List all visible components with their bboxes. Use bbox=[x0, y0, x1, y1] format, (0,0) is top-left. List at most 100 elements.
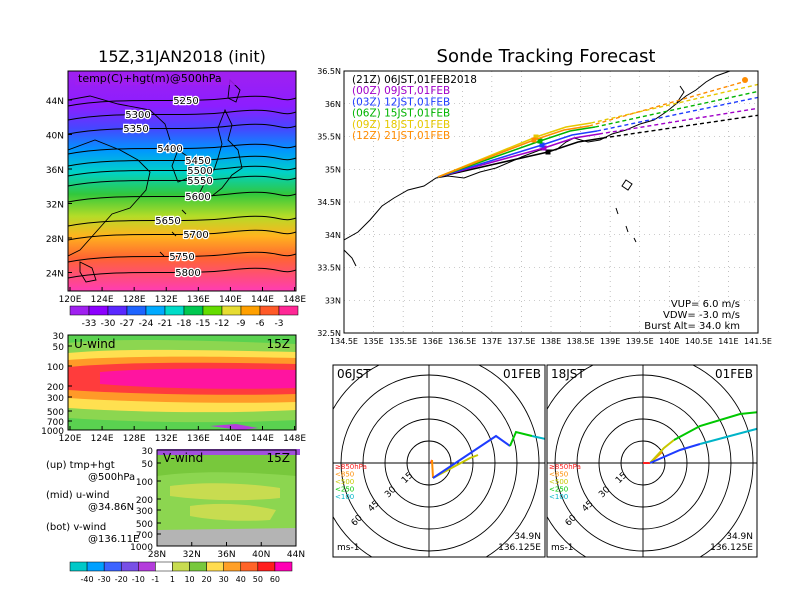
u-wind-frame bbox=[67, 334, 297, 431]
tracking-lat-ticks: 36.5N 36N 35.5N 35N 34.5N 34N 33.5N 33N 32.5N bbox=[317, 67, 341, 338]
trk-lon-136-5e: 136.5E bbox=[448, 337, 476, 346]
landing-marker bbox=[742, 77, 748, 83]
colorbar-swatch bbox=[164, 305, 185, 316]
hodo-level-0: ≥850hPa bbox=[549, 463, 581, 471]
hodo-level-3: <250 bbox=[549, 486, 568, 494]
u-pressure-100: 100 bbox=[47, 363, 64, 373]
v-pressure-300: 300 bbox=[136, 507, 153, 517]
v-wind-terrain bbox=[157, 528, 296, 546]
v-lat-44n: 44N bbox=[287, 550, 305, 560]
contour-5400 bbox=[68, 143, 296, 155]
u-lon-136e: 136E bbox=[187, 434, 210, 444]
v-wind-label: V-wind bbox=[163, 451, 203, 465]
trk-lon-134-5e: 134.5E bbox=[330, 337, 358, 346]
u-pressure-300: 300 bbox=[47, 394, 64, 404]
lon-tick-120e: 120E bbox=[59, 295, 82, 305]
u-wind-label: U-wind bbox=[74, 337, 115, 351]
lat-tick-40n: 40N bbox=[46, 132, 64, 142]
launch-entry-1: (00Z) 09JST,01FEB bbox=[352, 85, 450, 97]
track-solid-3 bbox=[437, 126, 596, 178]
v-wind-band-3 bbox=[190, 503, 276, 521]
trk-lat-34-5n: 34.5N bbox=[317, 198, 341, 207]
wind-colorbar-label-30: -30 bbox=[98, 575, 111, 584]
colorbar-label-6: -6 bbox=[256, 319, 265, 329]
hodo-trace-2 bbox=[432, 454, 479, 479]
hodo-lon: 136.125E bbox=[710, 543, 753, 553]
trk-lon-140e: 140E bbox=[659, 337, 679, 346]
wind-colorbar-swatch bbox=[206, 561, 224, 572]
wind-colorbar-label-50: 50 bbox=[253, 575, 263, 584]
contour-5450 bbox=[68, 155, 296, 167]
contour-label-5250: 5250 bbox=[173, 96, 198, 107]
map-label-bg bbox=[75, 72, 240, 85]
track-dashed-4 bbox=[590, 83, 758, 124]
wind-colorbar-swatch bbox=[240, 561, 259, 572]
colorbar-swatch bbox=[278, 305, 299, 316]
lon-tick-132e: 132E bbox=[155, 295, 178, 305]
contour-label-5350: 5350 bbox=[123, 124, 148, 135]
contour-label-5550: 5550 bbox=[187, 176, 212, 187]
burst-marker-5 bbox=[531, 137, 537, 143]
u-pressure-200: 200 bbox=[47, 383, 64, 393]
legend-bot-b: @136.11E bbox=[88, 534, 139, 545]
trk-lat-35-5n: 35.5N bbox=[317, 133, 341, 142]
colorbar-label-12: -12 bbox=[215, 319, 230, 329]
wind-colorbar-swatch bbox=[172, 561, 190, 572]
colorbar-label-33: -33 bbox=[82, 319, 97, 329]
launch-entry-4: (09Z) 18JST,01FEB bbox=[352, 119, 450, 131]
trk-lat-35n: 35N bbox=[325, 165, 341, 174]
contour-label-5700: 5700 bbox=[183, 230, 208, 241]
u-wind-lon-ticks: 120E 124E 128E 132E 136E 140E 144E 148E bbox=[59, 426, 306, 444]
u-lon-148e: 148E bbox=[283, 434, 306, 444]
trk-lat-33-5n: 33.5N bbox=[317, 264, 341, 273]
contour-label-5750: 5750 bbox=[169, 252, 194, 263]
param-vup: VUP= 6.0 m/s bbox=[671, 299, 740, 310]
wind-colorbar-swatch bbox=[257, 561, 276, 572]
v-lat-32n: 32N bbox=[183, 550, 201, 560]
u-pressure-50: 50 bbox=[53, 343, 65, 353]
wind-colorbar-swatch bbox=[86, 561, 105, 572]
contour-5350 bbox=[68, 123, 296, 135]
launch-entry-0: (21Z) 06JST,01FEB2018 bbox=[352, 74, 477, 86]
legend-up-b: @500hPa bbox=[88, 472, 135, 483]
hodo-trace-4 bbox=[509, 430, 533, 447]
lon-tick-148e: 148E bbox=[283, 295, 306, 305]
v-wind-time: 15Z bbox=[267, 451, 291, 465]
lat-tick-44n: 44N bbox=[46, 97, 64, 107]
u-lon-120e: 120E bbox=[59, 434, 82, 444]
hodo-unit: ms-1 bbox=[551, 543, 573, 553]
trk-lon-138e: 138E bbox=[541, 337, 561, 346]
map-lat-ticks: 44N 40N 36N 32N 28N 24N bbox=[46, 97, 72, 280]
wind-colorbar-swatch bbox=[189, 561, 207, 572]
hodo-bg bbox=[333, 365, 545, 557]
contour-5600 bbox=[68, 191, 296, 203]
colorbar-label-24: -24 bbox=[139, 319, 154, 329]
colorbar-label-9: -9 bbox=[237, 319, 246, 329]
wind-colorbar-label-40: 40 bbox=[236, 575, 246, 584]
hodo-lat: 34.9N bbox=[514, 532, 541, 542]
burst-marker-0 bbox=[545, 149, 551, 155]
wind-colorbar-swatch bbox=[223, 561, 242, 572]
contour-5700 bbox=[68, 229, 296, 241]
v-pressure-700: 700 bbox=[136, 531, 153, 541]
u-lon-124e: 124E bbox=[91, 434, 114, 444]
param-vdw: VDW= -3.0 m/s bbox=[663, 310, 740, 321]
temperature-colorbar: -33 -30 -27 -24 -21 -18 -15 -12 -9 -6 -3 bbox=[69, 305, 299, 329]
colorbar-swatch bbox=[126, 305, 147, 316]
u-wind-core bbox=[100, 368, 296, 389]
legend-mid-a: (mid) u-wind bbox=[46, 490, 109, 501]
track-solid-2 bbox=[437, 130, 598, 178]
temperature-field bbox=[68, 71, 296, 291]
map-frame bbox=[67, 70, 297, 292]
tracking-map: 36.5N 36N 35.5N 35N 34.5N 34N 33.5N 33N 32.5N 13… bbox=[317, 67, 772, 346]
v-lat-36n: 36N bbox=[217, 550, 235, 560]
colorbar-swatch bbox=[183, 305, 204, 316]
hodo-trace-5 bbox=[699, 427, 757, 445]
map-label: temp(C)+hgt(m)@500hPa bbox=[78, 72, 222, 85]
wind-colorbar-label-20: -20 bbox=[115, 575, 128, 584]
contour-label-5800: 5800 bbox=[175, 268, 200, 279]
